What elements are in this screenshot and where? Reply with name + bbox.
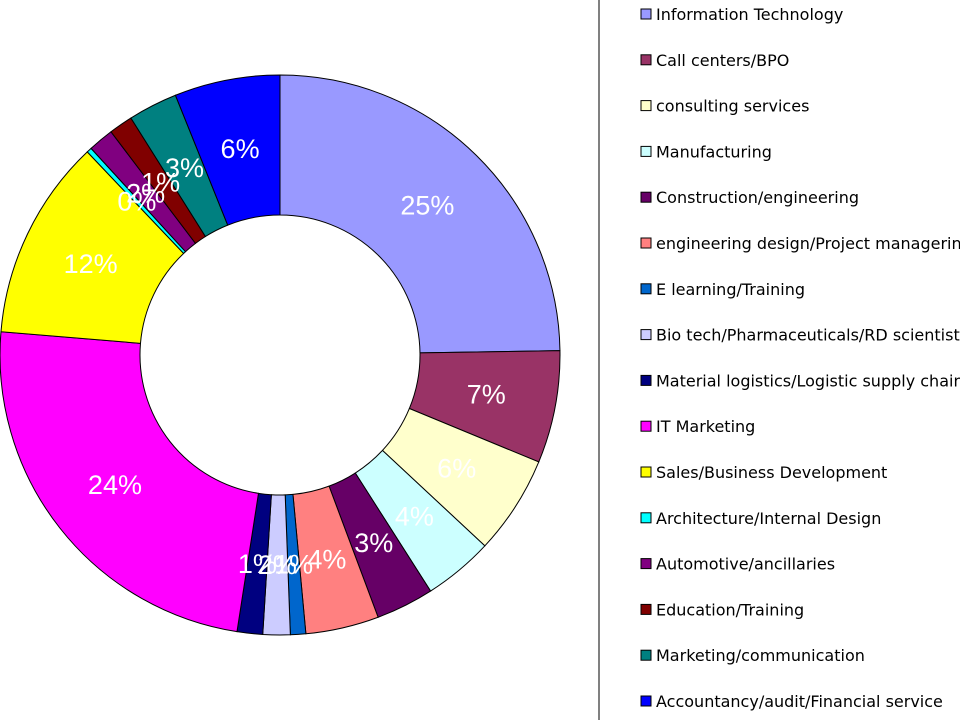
legend-swatch (640, 420, 652, 432)
legend-item-information-technology: Information Technology (640, 5, 843, 24)
legend-label: E learning/Training (656, 280, 805, 299)
legend-label: Automotive/ancillaries (656, 555, 835, 574)
data-label-sales-business-development: 12% (64, 249, 118, 279)
donut-slices (0, 74, 561, 636)
legend-label: engineering design/Project managering (656, 234, 960, 253)
legend-label: Material logistics/Logistic supply chain (656, 371, 960, 390)
data-label-accountancy-audit-financial-service: 6% (221, 134, 260, 164)
legend-label: Bio tech/Pharmaceuticals/RD scientist (656, 326, 960, 345)
legend-label: Manufacturing (656, 142, 772, 161)
legend: Information Technology Call centers/BPO co… (640, 5, 960, 711)
legend-swatch (640, 374, 652, 386)
data-label-engineering-design-project-managering: 4% (307, 545, 346, 575)
data-label-call-centers-bpo: 7% (467, 379, 506, 409)
legend-item-education-training: Education/Training (640, 600, 804, 619)
legend-item-manufacturing: Manufacturing (640, 142, 772, 161)
data-label-manufacturing: 4% (395, 501, 434, 531)
legend-swatch (640, 466, 652, 478)
legend-item-construction-engineering: Construction/engineering (640, 188, 859, 207)
legend-label: consulting services (656, 97, 809, 116)
legend-swatch (640, 145, 652, 157)
legend-swatch (640, 603, 652, 615)
legend-label: IT Marketing (656, 417, 755, 436)
legend-item-e-learning-training: E learning/Training (640, 280, 805, 299)
legend-label: Information Technology (656, 5, 843, 24)
slice-information-technology (279, 74, 561, 354)
legend-item-call-centers-bpo: Call centers/BPO (640, 51, 789, 70)
legend-item-architecture-internal-design: Architecture/Internal Design (640, 509, 881, 528)
legend-swatch (640, 8, 652, 20)
data-label-education-training: 1% (141, 167, 180, 197)
legend-label: Accountancy/audit/Financial service (656, 692, 943, 711)
legend-label: Construction/engineering (656, 188, 859, 207)
legend-label: Call centers/BPO (656, 51, 789, 70)
legend-swatch (640, 695, 652, 707)
data-label-marketing-communication: 3% (165, 153, 204, 183)
slice-labels: 25%7%6%4%3%4%1%2%1%24%12%0%2%1%3%6% (64, 134, 506, 580)
legend-swatch (640, 649, 652, 661)
legend-item-automotive-ancillaries: Automotive/ancillaries (640, 555, 835, 574)
slice-it-marketing (0, 331, 260, 633)
legend-swatch (640, 54, 652, 66)
legend-swatch (640, 329, 652, 341)
legend-swatch (640, 191, 652, 203)
data-label-information-technology: 25% (400, 190, 454, 220)
legend-swatch (640, 283, 652, 295)
legend-item-material-logistics-logistic-supply-chain: Material logistics/Logistic supply chain (640, 371, 960, 390)
legend-swatch (640, 512, 652, 524)
legend-item-bio-tech-pharmaceuticals-rd-scientist: Bio tech/Pharmaceuticals/RD scientist (640, 326, 960, 345)
legend-item-engineering-design-project-managering: engineering design/Project managering (640, 234, 960, 253)
data-label-e-learning-training: 1% (274, 550, 313, 580)
data-label-architecture-internal-design: 0% (117, 186, 156, 216)
legend-item-consulting-services: consulting services (640, 97, 809, 116)
data-label-automotive-ancillaries: 2% (126, 179, 165, 209)
legend-swatch (640, 100, 652, 112)
legend-swatch (640, 237, 652, 249)
legend-item-marketing-communication: Marketing/communication (640, 646, 865, 665)
data-label-construction-engineering: 3% (354, 528, 393, 558)
data-label-material-logistics-logistic-supply-chain: 1% (238, 549, 277, 579)
data-label-bio-tech-pharmaceuticals-rd-scientist: 2% (258, 550, 297, 580)
legend-item-sales-business-development: Sales/Business Development (640, 463, 887, 482)
legend-label: Marketing/communication (656, 646, 865, 665)
legend-label: Sales/Business Development (656, 463, 887, 482)
data-label-consulting-services: 6% (437, 453, 476, 483)
legend-swatch (640, 558, 652, 570)
legend-item-accountancy-audit-financial-service: Accountancy/audit/Financial service (640, 692, 943, 711)
data-label-it-marketing: 24% (88, 470, 142, 500)
legend-label: Education/Training (656, 600, 804, 619)
legend-item-it-marketing: IT Marketing (640, 417, 755, 436)
legend-label: Architecture/Internal Design (656, 509, 881, 528)
slice-accountancy-audit-financial-service (174, 74, 281, 226)
